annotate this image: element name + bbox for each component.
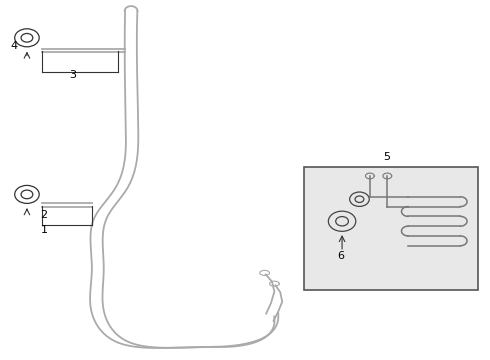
Text: 2: 2: [41, 210, 48, 220]
Text: 5: 5: [384, 152, 391, 162]
Text: 6: 6: [337, 251, 344, 261]
Text: 1: 1: [41, 225, 48, 235]
Text: 3: 3: [69, 69, 76, 80]
Text: 4: 4: [10, 41, 17, 51]
Bar: [304, 167, 478, 290]
